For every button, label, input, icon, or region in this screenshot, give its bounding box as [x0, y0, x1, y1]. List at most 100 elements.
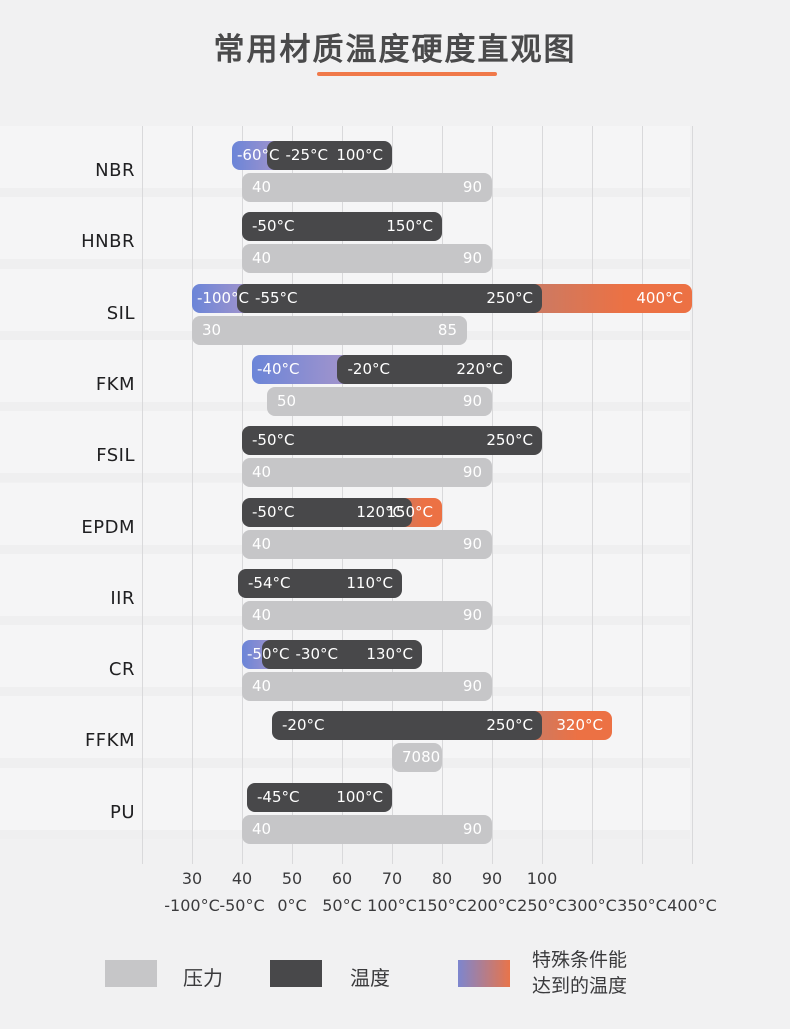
temperature-bar-left-labels: -50°C -30°C	[242, 640, 338, 669]
pressure-min-label: 30	[202, 320, 222, 339]
gridline	[292, 126, 293, 864]
pressure-min-label: 40	[252, 534, 272, 553]
temperature-axis-tick: 250°C	[517, 896, 567, 915]
temperature-axis-tick: -100°C	[164, 896, 220, 915]
temperature-bar: -60°C -25°C 100°C	[232, 141, 392, 170]
pressure-bar: 40 90	[242, 529, 492, 559]
special-cold-segment	[252, 354, 353, 384]
special-hot-label: 320°C	[556, 716, 603, 735]
temperature-max-label: 250°C	[486, 716, 533, 735]
temperature-min-label: -25°C	[285, 146, 328, 164]
temperature-main-segment	[242, 212, 442, 242]
material-label: FKM	[95, 373, 135, 395]
gridline	[592, 126, 593, 864]
pressure-min-label: 40	[252, 677, 272, 696]
gridline	[142, 126, 143, 864]
temperature-max-label: 250°C	[486, 431, 533, 450]
pressure-min-label: 40	[252, 178, 272, 196]
temperature-max-label: 130°C	[366, 645, 413, 664]
pressure-min-label: 40	[252, 819, 272, 838]
temperature-min-label: -45°C	[257, 787, 300, 806]
temperature-main-segment	[237, 283, 542, 313]
temperature-axis-tick: 0°C	[277, 896, 307, 915]
temperature-max-label: 100°C	[336, 787, 383, 806]
special-hot-label: 150°C	[386, 502, 433, 521]
legend-label-pressure: 压力	[183, 966, 223, 990]
temperature-max-label: 250°C	[486, 288, 533, 307]
temperature-main-segment	[262, 640, 422, 670]
pressure-bar: 40 90	[242, 458, 492, 488]
special-cold-label: -60°C	[237, 146, 280, 164]
special-cold-label: -40°C	[257, 359, 300, 378]
pressure-max-label: 90	[462, 819, 482, 838]
temperature-min-label: -20°C	[282, 716, 325, 735]
legend-label-temperature: 温度	[350, 966, 390, 990]
gridline	[342, 126, 343, 864]
material-label: EPDM	[81, 516, 135, 538]
gridline	[642, 126, 643, 864]
pressure-min-label: 40	[252, 605, 272, 624]
temperature-min-label: -50°C	[252, 502, 295, 521]
pressure-max-label: 90	[462, 463, 482, 482]
temperature-axis-tick: 400°C	[667, 896, 717, 915]
temperature-bar: -20°C 250°C 320°C	[272, 711, 612, 741]
temperature-min-label: -50°C	[252, 217, 295, 236]
pressure-bar: 30 85	[192, 315, 467, 345]
hardness-axis-tick: 70	[381, 869, 403, 888]
temperature-axis-tick: 300°C	[567, 896, 617, 915]
temperature-bar: -50°C 120°C 150°C	[242, 497, 442, 527]
pressure-max-label: 90	[462, 605, 482, 624]
legend-label-special-line2: 达到的温度	[532, 975, 628, 997]
temperature-bar-left-labels: -50°C	[242, 212, 294, 241]
hardness-axis-tick: 80	[431, 869, 453, 888]
legend-swatch-special	[458, 960, 510, 987]
temperature-bar-left-labels: -60°C -25°C	[232, 141, 328, 170]
pressure-max-label: 90	[462, 178, 482, 196]
temperature-bar: -40°C -20°C 220°C	[252, 354, 512, 384]
pressure-bar: 50 90	[267, 386, 492, 416]
temperature-min-label: -50°C	[252, 431, 295, 450]
temperature-main-segment	[267, 141, 392, 170]
temperature-max-label: 220°C	[456, 359, 503, 378]
special-cold-label: -50°C	[247, 645, 290, 664]
temperature-bar-left-labels: -50°C	[242, 498, 294, 527]
gridline	[492, 126, 493, 864]
gridline	[442, 126, 443, 864]
temperature-bar-left-labels: -54°C	[238, 569, 290, 598]
temperature-bar-left-labels: -50°C	[242, 426, 294, 455]
temperature-bar: -54°C 110°C	[238, 568, 402, 598]
temperature-main-segment	[242, 426, 542, 456]
temperature-main-segment	[272, 711, 542, 741]
pressure-bar: 40 90	[242, 600, 492, 630]
pressure-max-label: 90	[462, 534, 482, 553]
special-hot-label: 400°C	[636, 288, 683, 307]
temperature-bar: -50°C -30°C 130°C	[242, 640, 422, 670]
temperature-max-label: 120°C	[356, 502, 403, 521]
temperature-axis-tick: 200°C	[467, 896, 517, 915]
temperature-min-label: -55°C	[255, 288, 298, 307]
material-label: HNBR	[81, 231, 135, 253]
material-label: SIL	[106, 302, 135, 324]
temperature-min-label: -30°C	[295, 645, 338, 664]
page-title: 常用材质温度硬度直观图	[213, 32, 577, 68]
hardness-axis-tick: 40	[231, 869, 253, 888]
temperature-min-label: -54°C	[248, 573, 291, 592]
pressure-max-label: 80	[421, 748, 441, 767]
hardness-axis-tick: 30	[181, 869, 203, 888]
temperature-bar: -100°C -55°C 250°C 400°C	[192, 283, 692, 313]
material-label: NBR	[95, 160, 135, 181]
pressure-max-label: 90	[462, 677, 482, 696]
legend-label-special: 特殊条件能 达到的温度	[532, 947, 627, 999]
temperature-max-label: 110°C	[346, 573, 393, 592]
gridline	[542, 126, 543, 864]
pressure-bar: 40 90	[242, 672, 492, 702]
pressure-min-label: 70	[402, 748, 422, 767]
hardness-axis-tick: 50	[281, 869, 303, 888]
pressure-bar: 70 80	[392, 743, 442, 773]
pressure-max-label: 90	[462, 249, 482, 268]
temperature-bar-left-labels: -45°C	[247, 783, 299, 812]
gridline	[692, 126, 693, 864]
legend-swatch-temperature	[270, 960, 322, 987]
